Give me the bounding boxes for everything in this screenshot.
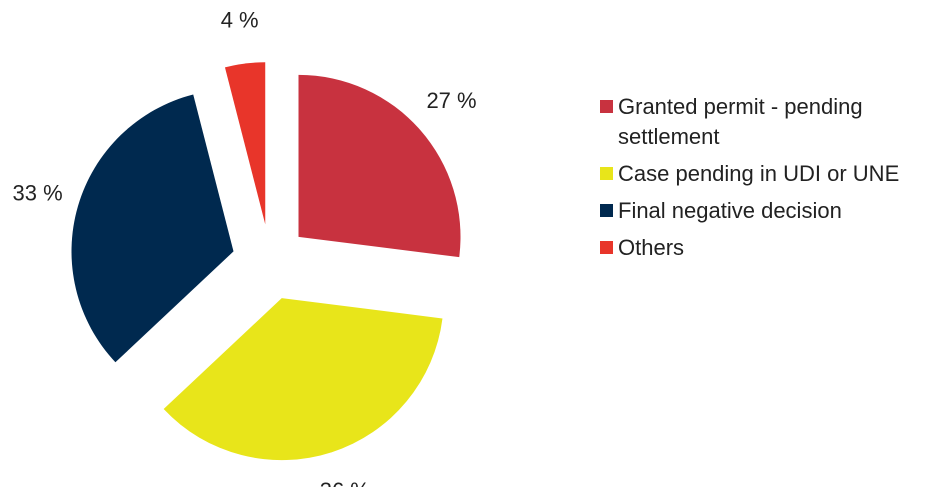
legend-item: Case pending in UDI or UNE — [600, 159, 930, 189]
legend-item: Granted permit - pending settlement — [600, 92, 930, 152]
data-label: 36 % — [320, 478, 370, 487]
data-label: 4 % — [221, 8, 259, 33]
legend-label: Final negative decision — [618, 198, 842, 223]
legend-label: Case pending in UDI or UNE — [618, 161, 900, 186]
legend-swatch — [600, 100, 613, 113]
pie-slice — [71, 94, 234, 363]
pie-slice — [298, 74, 461, 258]
legend-label: Others — [618, 235, 685, 260]
pie-slice — [163, 298, 443, 461]
legend-item: Others — [600, 233, 930, 263]
legend-swatch — [600, 167, 613, 180]
data-label: 33 % — [13, 180, 63, 205]
legend: Granted permit - pending settlement Case … — [600, 92, 930, 270]
legend-label: Granted permit - pending settlement — [618, 94, 863, 149]
data-label: 27 % — [426, 88, 476, 113]
legend-item: Final negative decision — [600, 196, 930, 226]
pie-slice — [224, 62, 266, 225]
legend-swatch — [600, 204, 613, 217]
legend-swatch — [600, 241, 613, 254]
